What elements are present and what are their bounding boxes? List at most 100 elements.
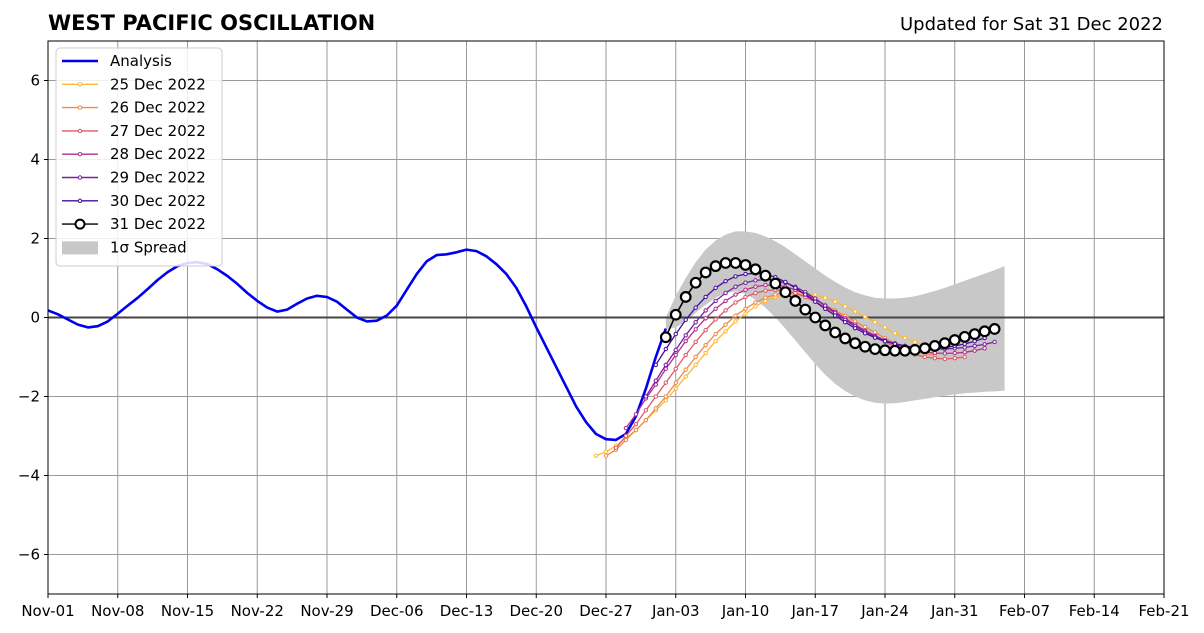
updated-label: Updated for Sat 31 Dec 2022 [900, 14, 1163, 35]
x-tick-label: Dec-20 [509, 602, 563, 620]
forecast-point [859, 340, 871, 353]
forecast-point [723, 329, 728, 334]
legend-marker [74, 218, 86, 230]
forecast-point [842, 304, 848, 309]
forecast-point [633, 427, 639, 433]
y-tick-label: 0 [30, 309, 40, 327]
forecast-point [899, 344, 911, 357]
legend-label: 1σ Spread [110, 238, 187, 256]
forecast-series [593, 257, 1001, 458]
forecast-point [733, 319, 738, 324]
forecast-point [753, 284, 758, 289]
legend-box [55, 47, 223, 267]
legend-marker [77, 128, 83, 134]
forecast-point [763, 282, 768, 288]
forecast-point [723, 308, 728, 313]
forecast-point [773, 292, 778, 297]
forecast-point [988, 323, 1001, 335]
y-tick-label: 2 [30, 230, 40, 248]
forecast-point [673, 352, 678, 358]
forecast-point [659, 331, 672, 344]
legend-label: 29 Dec 2022 [110, 169, 206, 187]
forecast-point [982, 342, 987, 347]
forecast-point [982, 346, 987, 351]
forecast-point [683, 333, 688, 338]
forecast-point [623, 425, 629, 431]
forecast-point [693, 327, 698, 332]
x-tick-label: Jan-24 [860, 602, 909, 620]
forecast-point [743, 294, 748, 300]
forecast-point [603, 453, 609, 458]
legend-label: 25 Dec 2022 [110, 75, 206, 93]
forecast-point [663, 346, 668, 352]
forecast-point [729, 257, 742, 269]
legend-swatch [62, 241, 98, 255]
forecast-point [733, 292, 738, 297]
forecast-point [653, 406, 659, 411]
axis-ticks: Nov-01 Nov-08 Nov-15 Nov-22 Nov-29 Dec-06 Dec-… [18, 72, 1190, 621]
forecast-point [813, 292, 818, 297]
forecast-point [862, 314, 868, 319]
forecast-point [689, 276, 702, 289]
forecast-point [889, 344, 901, 357]
legend-label: 30 Dec 2022 [110, 192, 206, 210]
forecast-point [743, 271, 748, 277]
forecast-point [643, 408, 649, 413]
forecast-point [932, 355, 938, 361]
forecast-point [832, 299, 838, 304]
forecast-point [663, 380, 668, 385]
forecast-point [962, 345, 967, 350]
forecast-point [753, 290, 758, 296]
forecast-point [763, 288, 768, 293]
forecast-point [663, 366, 668, 372]
forecast-point [872, 320, 878, 325]
forecast-point [852, 325, 858, 331]
legend-marker [77, 175, 83, 180]
forecast-point [912, 339, 918, 345]
forecast-point [683, 352, 688, 358]
forecast-point [593, 453, 599, 458]
forecast-point [633, 421, 639, 427]
forecast-point [703, 316, 708, 321]
forecast-point [968, 328, 981, 340]
legend-label: 28 Dec 2022 [110, 145, 206, 163]
analysis-line [47, 248, 668, 442]
forecast-point [783, 279, 788, 285]
forecast-point [713, 317, 718, 322]
forecast-point [743, 306, 748, 312]
forecast-point [739, 259, 752, 271]
legend-marker [77, 82, 83, 87]
forecast-point [643, 418, 649, 423]
legend-label: 31 Dec 2022 [110, 215, 206, 233]
forecast-point [723, 298, 728, 304]
x-tick-label: Nov-01 [21, 602, 74, 620]
legend-label: Analysis [110, 52, 172, 70]
forecast-point [673, 331, 678, 337]
forecast-point [938, 337, 951, 350]
x-tick-label: Feb-07 [999, 602, 1050, 620]
forecast-point [693, 339, 698, 345]
legend: Analysis 25 Dec 2022 26 Dec 2022 27 Dec 202… [55, 47, 223, 267]
forecast-point [733, 300, 738, 305]
forecast-point [683, 317, 688, 323]
forecast-point [723, 290, 728, 296]
y-tick-label: −2 [18, 388, 40, 406]
forecast-point [962, 341, 967, 347]
forecast-point [918, 342, 931, 355]
forecast-point [793, 285, 798, 291]
forecast-point [992, 339, 997, 345]
forecast-point [673, 380, 678, 385]
forecast-point [823, 295, 828, 300]
forecast-point [603, 449, 609, 454]
x-tick-label: Dec-06 [370, 602, 424, 620]
forecast-point [942, 351, 947, 356]
forecast-point [743, 287, 748, 293]
forecast-point [723, 278, 728, 284]
forecast-point [832, 313, 838, 318]
forecast-point [713, 298, 718, 304]
forecast-point [733, 284, 738, 289]
forecast-point [892, 331, 898, 336]
x-tick-label: Nov-29 [300, 602, 353, 620]
forecast-point [779, 286, 792, 299]
forecast-point [743, 311, 748, 316]
